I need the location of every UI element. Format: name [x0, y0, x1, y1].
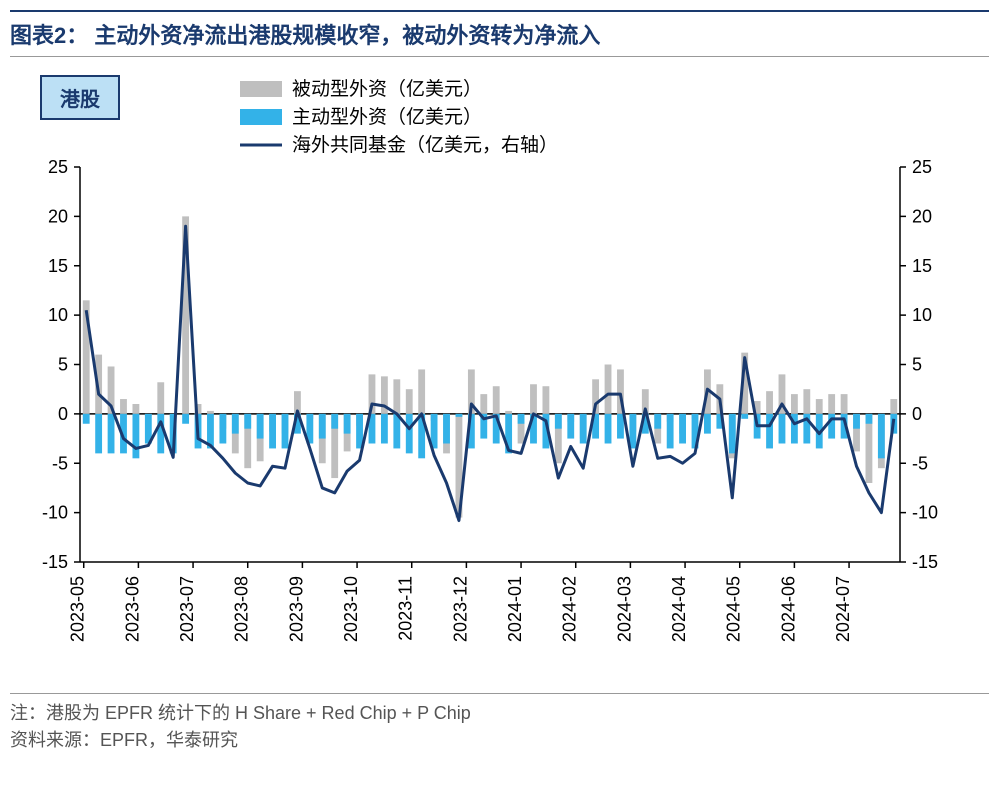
svg-text:-15: -15 [912, 552, 938, 572]
legend: 被动型外资（亿美元） 主动型外资（亿美元） 海外共同基金（亿美元，右轴） [240, 78, 558, 156]
svg-text:2024-05: 2024-05 [724, 576, 744, 642]
svg-text:0: 0 [912, 404, 922, 424]
svg-text:2024-07: 2024-07 [833, 576, 853, 642]
svg-text:-5: -5 [912, 453, 928, 473]
svg-text:25: 25 [48, 157, 68, 177]
svg-text:2023-11: 2023-11 [396, 576, 416, 641]
svg-text:2023-12: 2023-12 [450, 576, 470, 642]
footer-note: 注：港股为 EPFR 统计下的 H Share + Red Chip + P C… [10, 700, 989, 727]
svg-text:5: 5 [58, 355, 68, 375]
svg-text:15: 15 [48, 256, 68, 276]
svg-text:2024-06: 2024-06 [778, 576, 798, 642]
chart-area: 港股 -15 -15 -10 -10 -5 -5 0 0 5 5 10 10 15 15 20 20 25 25 2… [10, 67, 970, 687]
svg-text:-10: -10 [42, 503, 68, 523]
footer: 注：港股为 EPFR 统计下的 H Share + Red Chip + P C… [10, 693, 989, 754]
svg-text:-5: -5 [52, 453, 68, 473]
svg-text:10: 10 [912, 305, 932, 325]
svg-text:20: 20 [912, 206, 932, 226]
svg-text:10: 10 [48, 305, 68, 325]
svg-text:15: 15 [912, 256, 932, 276]
svg-text:2023-10: 2023-10 [341, 576, 361, 642]
svg-text:-10: -10 [912, 503, 938, 523]
svg-text:2024-04: 2024-04 [669, 576, 689, 642]
chart-svg: -15 -15 -10 -10 -5 -5 0 0 5 5 10 10 15 15 20 20 25 25 2023… [10, 67, 970, 687]
svg-text:25: 25 [912, 157, 932, 177]
svg-text:0: 0 [58, 404, 68, 424]
svg-text:2024-02: 2024-02 [560, 576, 580, 642]
chart-title: 图表2： 主动外资净流出港股规模收窄，被动外资转为净流入 [10, 10, 989, 57]
svg-text:-15: -15 [42, 552, 68, 572]
market-badge: 港股 [40, 75, 120, 120]
svg-text:2023-06: 2023-06 [122, 576, 142, 642]
svg-text:主动型外资（亿美元）: 主动型外资（亿美元） [292, 106, 482, 128]
svg-text:被动型外资（亿美元）: 被动型外资（亿美元） [292, 78, 482, 100]
svg-text:2024-01: 2024-01 [505, 576, 525, 642]
svg-text:5: 5 [912, 355, 922, 375]
svg-text:海外共同基金（亿美元，右轴）: 海外共同基金（亿美元，右轴） [292, 134, 558, 156]
svg-text:2023-09: 2023-09 [286, 576, 306, 642]
svg-text:2023-05: 2023-05 [68, 576, 88, 642]
footer-source: 资料来源：EPFR，华泰研究 [10, 727, 989, 754]
svg-text:2024-03: 2024-03 [614, 576, 634, 642]
svg-text:20: 20 [48, 206, 68, 226]
svg-text:2023-08: 2023-08 [232, 576, 252, 642]
svg-text:2023-07: 2023-07 [177, 576, 197, 642]
